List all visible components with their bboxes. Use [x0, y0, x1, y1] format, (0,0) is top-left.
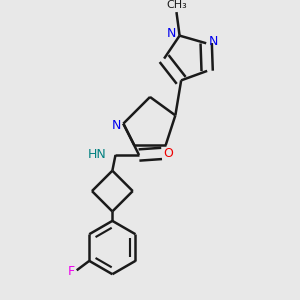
Text: N: N: [112, 119, 121, 132]
Text: CH₃: CH₃: [166, 0, 187, 10]
Text: N: N: [167, 27, 176, 40]
Text: O: O: [163, 147, 173, 160]
Text: F: F: [68, 266, 75, 278]
Text: N: N: [208, 35, 218, 48]
Text: HN: HN: [87, 148, 106, 161]
